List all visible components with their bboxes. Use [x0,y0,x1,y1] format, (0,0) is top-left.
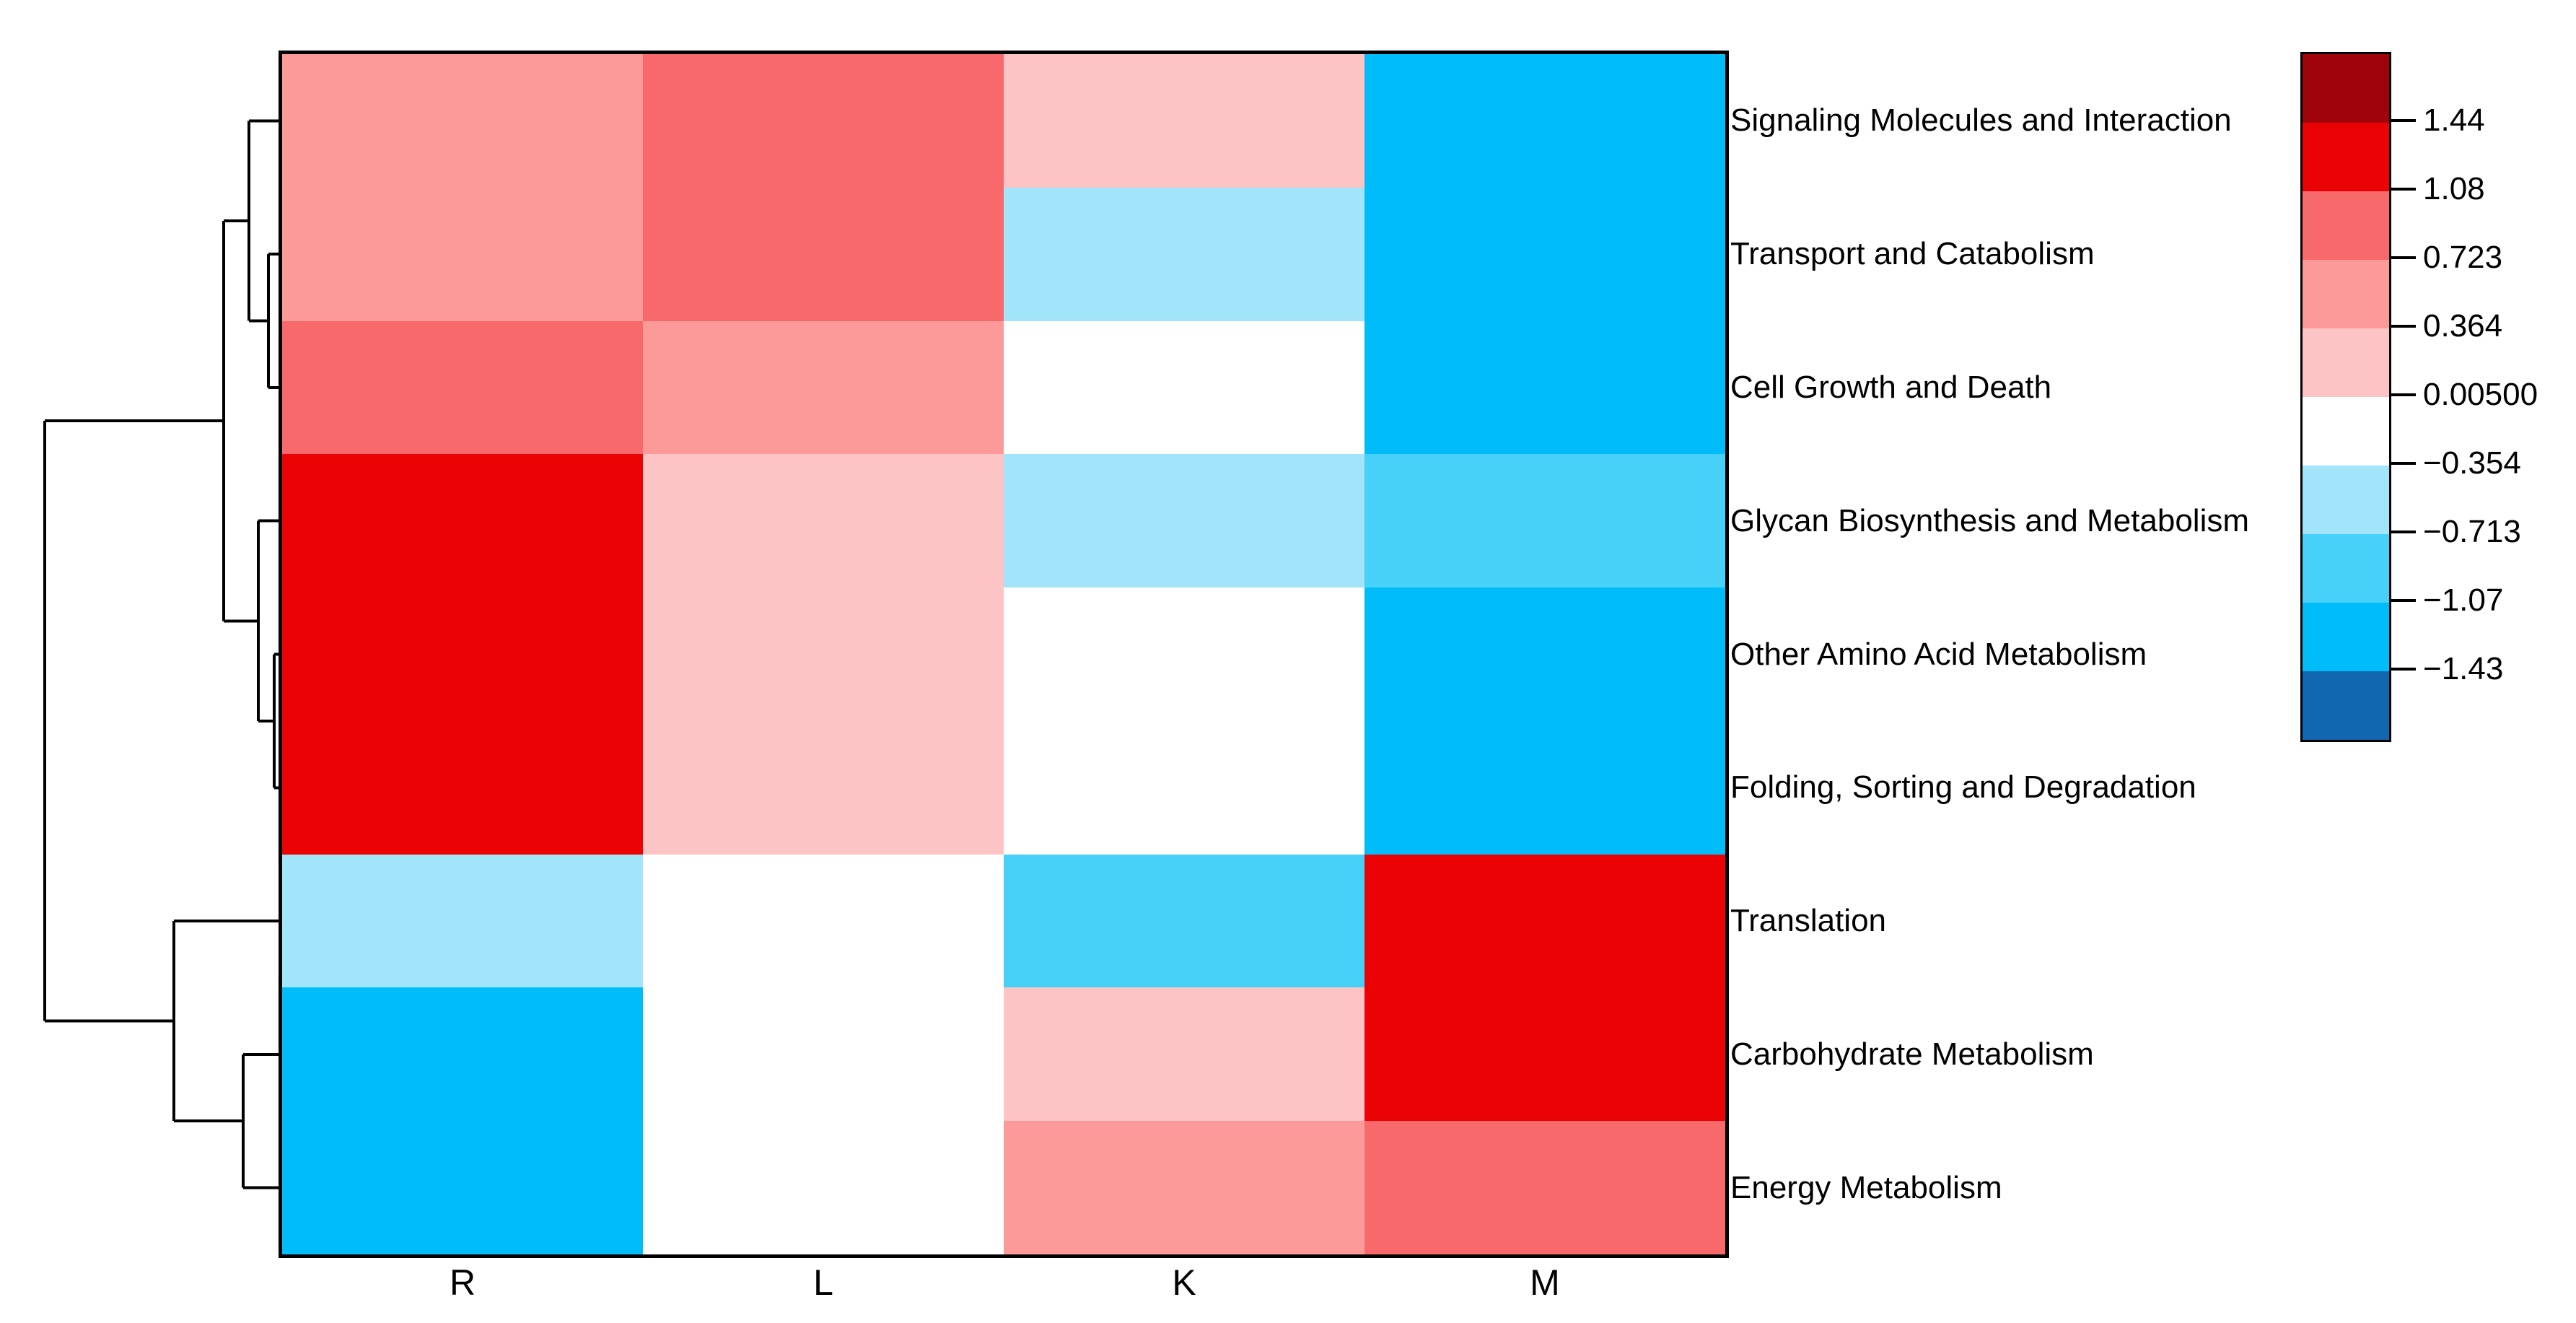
heatmap-cell-r2-M [1364,187,1726,322]
legend-tick-mark [2389,393,2416,396]
legend-band-1 [2303,54,2389,123]
col-label-M: M [1530,1262,1560,1303]
row-label-5: Other Amino Acid Metabolism [1730,636,2147,672]
heatmap-cell-r5-K [1004,588,1365,722]
legend-band-4 [2303,260,2389,328]
legend-tick-label: 1.44 [2423,102,2485,138]
legend-tick-mark [2389,325,2416,328]
heatmap-cell-r1-R [282,54,644,188]
heatmap-cell-r7-L [643,854,1004,989]
heatmap-cell-r7-K [1004,854,1365,989]
legend-band-7 [2303,466,2389,534]
legend-band-6 [2303,397,2389,466]
heatmap-cell-r5-M [1364,588,1726,722]
row-label-6: Folding, Sorting and Degradation [1730,769,2196,805]
heatmap-cell-r6-R [282,720,644,855]
legend-tick-mark [2389,119,2416,122]
color-scale-legend [2300,52,2391,742]
heatmap-cell-r1-L [643,54,1004,188]
heatmap-cell-r6-L [643,720,1004,855]
legend-tick-label: 0.00500 [2423,377,2538,412]
legend-band-5 [2303,328,2389,397]
heatmap-cell-r1-M [1364,54,1726,188]
heatmap-cell-r2-R [282,187,644,322]
heatmap-cell-r4-R [282,454,644,589]
legend-tick-mark [2389,462,2416,465]
legend-tick-label: −0.713 [2423,514,2521,549]
col-label-L: L [813,1262,833,1303]
legend-tick-mark [2389,668,2416,671]
heatmap-cell-r4-L [643,454,1004,589]
legend-band-10 [2303,671,2389,740]
legend-band-3 [2303,191,2389,260]
heatmap-cell-r8-K [1004,987,1365,1122]
heatmap-cell-r8-M [1364,987,1726,1122]
row-label-4: Glycan Biosynthesis and Metabolism [1730,502,2249,538]
heatmap-cell-r5-L [643,588,1004,722]
col-label-K: K [1172,1262,1196,1303]
heatmap-cell-r5-R [282,588,644,722]
legend-tick-mark [2389,530,2416,533]
row-label-2: Transport and Catabolism [1730,236,2095,272]
row-label-7: Translation [1730,903,1887,939]
heatmap-cell-r2-K [1004,187,1365,322]
legend-tick-label: −0.354 [2423,445,2521,481]
heatmap-cell-r6-K [1004,720,1365,855]
legend-tick-mark [2389,599,2416,602]
heatmap-cell-r3-L [643,320,1004,455]
legend-band-2 [2303,123,2389,191]
legend-tick-label: 1.08 [2423,171,2485,206]
col-label-R: R [449,1262,476,1303]
heatmap-cell-r9-K [1004,1121,1365,1255]
heatmap-cell-r7-M [1364,854,1726,989]
heatmap-cell-r3-K [1004,320,1365,455]
heatmap-cell-r7-R [282,854,644,989]
heatmap-cell-r9-M [1364,1121,1726,1255]
heatmap-cell-r9-R [282,1121,644,1255]
legend-tick-mark [2389,256,2416,259]
row-label-3: Cell Growth and Death [1730,369,2052,405]
row-label-1: Signaling Molecules and Interaction [1730,102,2232,139]
legend-tick-label: −1.07 [2423,582,2504,618]
heatmap-cell-r1-K [1004,54,1365,188]
legend-tick-label: 0.364 [2423,308,2503,344]
heatmap-cell-r6-M [1364,720,1726,855]
heatmap-cell-r3-M [1364,320,1726,455]
heatmap-cell-r2-L [643,187,1004,322]
row-label-8: Carbohydrate Metabolism [1730,1036,2094,1072]
heatmap-cell-r4-M [1364,454,1726,589]
row-label-9: Energy Metabolism [1730,1169,2002,1205]
heatmap-cell-r8-L [643,987,1004,1122]
heatmap-cell-r8-R [282,987,644,1122]
legend-band-8 [2303,534,2389,603]
heatmap-cell-r3-R [282,320,644,455]
legend-tick-mark [2389,188,2416,191]
legend-band-9 [2303,603,2389,671]
heatmap-cell-r9-L [643,1121,1004,1255]
heatmap-cell-r4-K [1004,454,1365,589]
legend-tick-label: 0.723 [2423,240,2503,275]
legend-tick-label: −1.43 [2423,651,2504,686]
